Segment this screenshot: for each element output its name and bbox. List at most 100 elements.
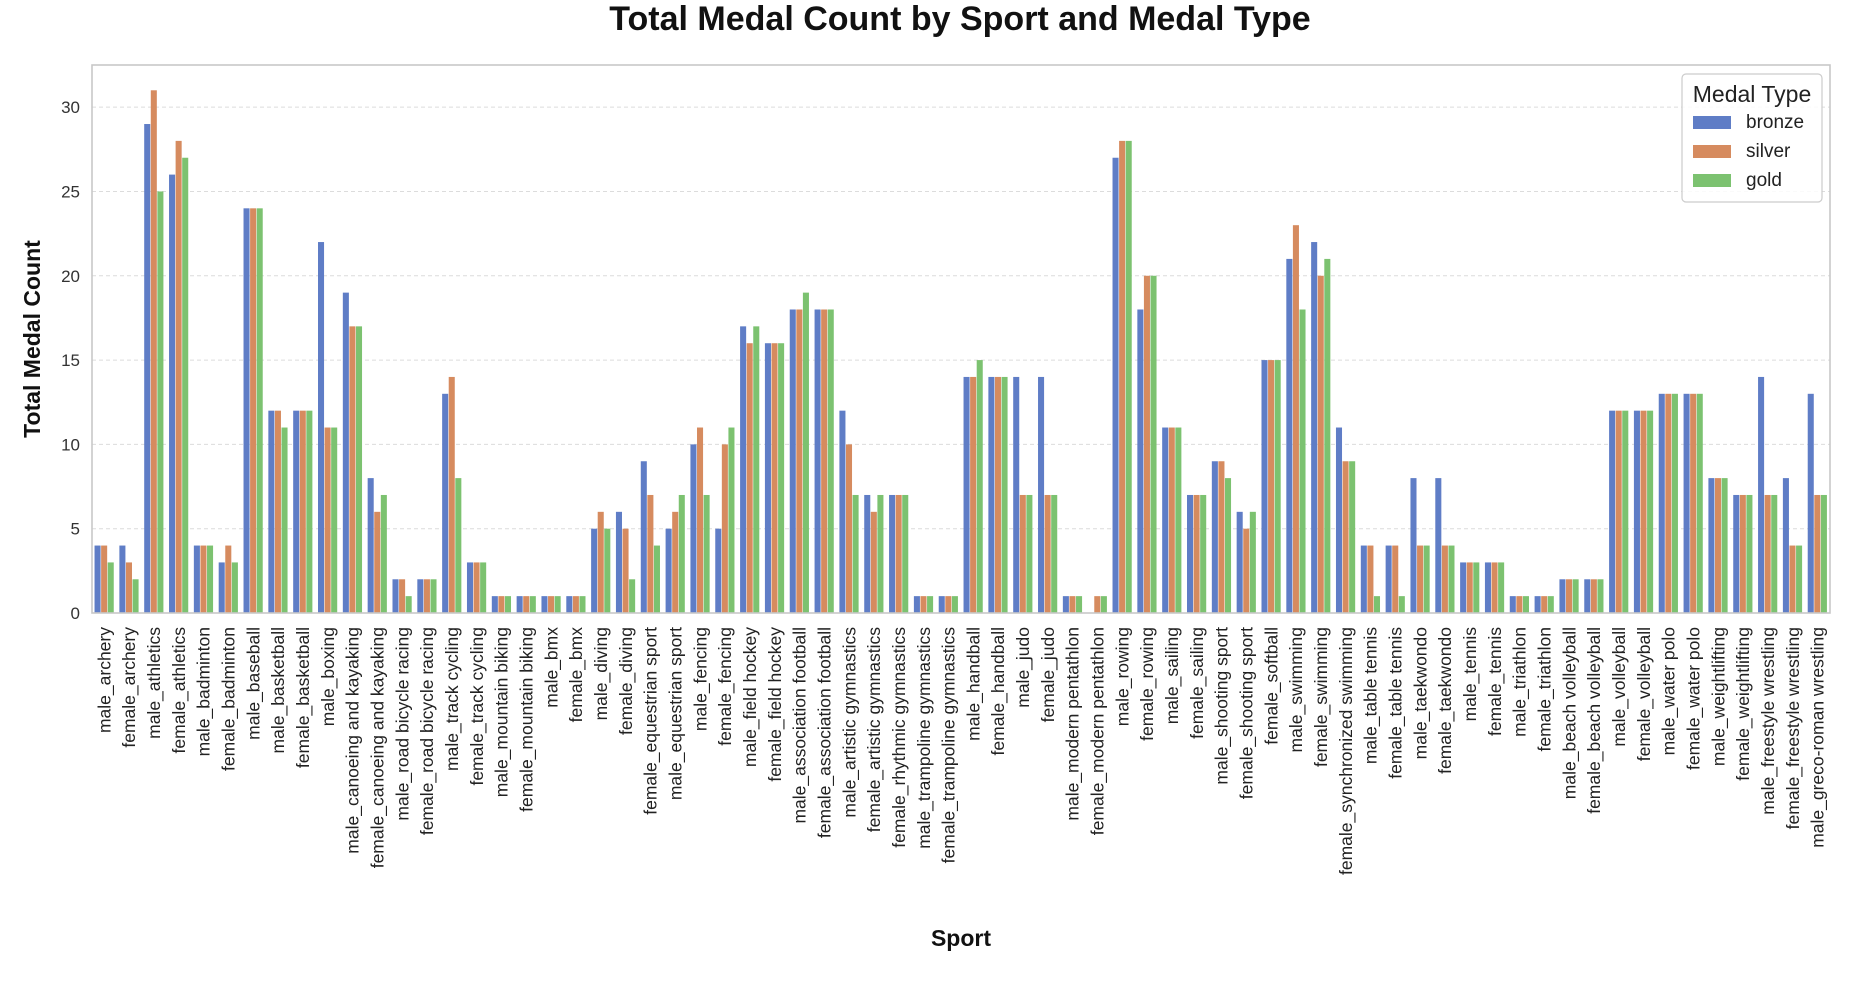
bar-bronze xyxy=(1460,562,1467,613)
bar-silver xyxy=(125,562,132,613)
x-tick-label: male_water polo xyxy=(1659,627,1680,755)
bar-bronze xyxy=(988,376,995,613)
y-tick-label: 5 xyxy=(71,520,80,539)
x-tick-label: female_trampoline gymnastics xyxy=(939,627,960,864)
bar-bronze xyxy=(466,562,474,613)
bar-gold xyxy=(902,494,909,613)
bar-gold xyxy=(1150,275,1157,613)
bar-bronze xyxy=(491,596,498,613)
bar-bronze xyxy=(1782,478,1789,613)
x-tick-label: male_beach volleyball xyxy=(1559,627,1580,799)
bar-silver xyxy=(1466,562,1473,613)
x-tick-label: female_modern pentathlon xyxy=(1088,627,1109,835)
bar-bronze xyxy=(516,596,523,613)
bar-silver xyxy=(448,376,455,613)
bar-bronze xyxy=(417,579,424,613)
x-tick-label: female_diving xyxy=(616,627,637,735)
bar-bronze xyxy=(119,545,126,613)
x-tick-label: female_handball xyxy=(988,627,1009,755)
bar-bronze xyxy=(1658,393,1665,613)
bar-bronze xyxy=(1112,157,1119,614)
bar-bronze xyxy=(1236,511,1243,613)
x-tick-label: male_artistic gymnastics xyxy=(839,627,860,818)
x-tick-label: male_volleyball xyxy=(1609,627,1630,747)
bar-bronze xyxy=(1708,478,1715,613)
bar-bronze xyxy=(938,596,945,613)
bar-silver xyxy=(250,208,257,613)
bar-silver xyxy=(274,410,281,613)
bar-silver xyxy=(870,511,877,613)
bar-gold xyxy=(1746,494,1753,613)
bar-gold xyxy=(1398,596,1405,613)
bar-gold xyxy=(951,596,958,613)
bar-gold xyxy=(728,427,735,613)
bar-gold xyxy=(1224,478,1232,613)
legend-swatch-gold xyxy=(1693,174,1731,187)
x-tick-label: female_track cycling xyxy=(467,627,488,786)
bar-gold xyxy=(1373,596,1381,613)
bar-gold xyxy=(182,157,189,614)
bar-silver xyxy=(374,511,381,613)
bar-silver xyxy=(945,596,952,613)
bar-bronze xyxy=(789,309,796,613)
x-tick-label: male_mountain biking xyxy=(492,627,513,797)
x-tick-label: female_fencing xyxy=(715,627,736,746)
gridlines xyxy=(92,106,1830,530)
y-tick-label: 25 xyxy=(61,182,80,201)
bar-gold xyxy=(281,427,288,613)
x-tick-label: female_bmx xyxy=(566,627,587,723)
x-tick-label: female_volleyball xyxy=(1634,627,1655,761)
bar-gold xyxy=(1299,309,1306,613)
bar-silver xyxy=(796,309,803,613)
bar-bronze xyxy=(392,579,399,613)
bar-silver xyxy=(324,427,331,613)
bar-bronze xyxy=(1211,461,1218,613)
bar-bronze xyxy=(1062,596,1069,613)
bar-gold xyxy=(157,191,164,613)
bar-bronze xyxy=(1187,494,1194,613)
bar-silver xyxy=(349,326,356,613)
bar-silver xyxy=(845,444,853,613)
x-tick-label: male_judo xyxy=(1013,627,1034,708)
bar-silver xyxy=(1665,393,1672,613)
bar-bronze xyxy=(1410,478,1417,613)
bars xyxy=(94,90,1827,614)
x-tick-label: female_athletics xyxy=(169,627,190,754)
bar-gold xyxy=(455,478,462,613)
bar-bronze xyxy=(1311,242,1318,614)
bar-gold xyxy=(380,494,387,613)
bar-bronze xyxy=(913,596,920,613)
x-tick-label: female_water polo xyxy=(1683,627,1704,770)
bar-gold xyxy=(1423,545,1430,613)
bar-gold xyxy=(480,562,487,613)
bar-silver xyxy=(1342,461,1349,613)
bar-bronze xyxy=(839,410,846,613)
bar-bronze xyxy=(864,494,871,613)
bar-gold xyxy=(1771,494,1778,613)
x-tick-label: male_swimming xyxy=(1286,627,1307,752)
bar-bronze xyxy=(615,511,622,613)
x-tick-label: female_synchronized swimming xyxy=(1336,627,1357,875)
bar-silver xyxy=(101,545,108,613)
x-tick-label: male_association football xyxy=(790,627,811,824)
bar-gold xyxy=(355,326,363,613)
x-tick-label: male_boxing xyxy=(318,627,339,726)
legend-swatch-silver xyxy=(1693,145,1731,158)
bar-bronze xyxy=(1807,393,1814,613)
bar-bronze xyxy=(541,596,548,613)
bar-silver xyxy=(1069,596,1076,613)
bar-gold xyxy=(207,545,214,613)
x-tick-label: female_weightlifting xyxy=(1733,627,1754,781)
x-tick-label: female_triathlon xyxy=(1534,627,1555,752)
x-tick-label: male_tennis xyxy=(1460,627,1481,722)
bar-gold xyxy=(1671,393,1678,613)
bar-silver xyxy=(1640,410,1647,613)
x-tick-label: male_weightlifting xyxy=(1708,627,1729,766)
bar-gold xyxy=(653,545,660,613)
bar-silver xyxy=(697,427,704,613)
legend-box xyxy=(1681,73,1823,203)
x-tick-label: male_equestrian sport xyxy=(665,627,686,800)
bar-gold xyxy=(1597,579,1604,613)
bar-silver xyxy=(572,596,579,613)
x-tick-label: male_bmx xyxy=(541,627,562,708)
